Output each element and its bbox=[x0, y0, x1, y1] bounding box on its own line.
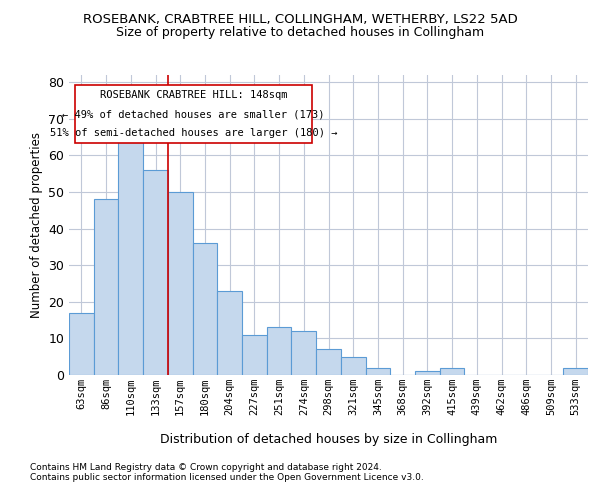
Bar bbox=[168, 192, 193, 375]
Bar bbox=[267, 328, 292, 375]
Bar bbox=[563, 368, 588, 375]
Y-axis label: Number of detached properties: Number of detached properties bbox=[29, 132, 43, 318]
Bar bbox=[193, 244, 217, 375]
Bar bbox=[94, 200, 118, 375]
Text: Contains public sector information licensed under the Open Government Licence v3: Contains public sector information licen… bbox=[30, 474, 424, 482]
Text: Distribution of detached houses by size in Collingham: Distribution of detached houses by size … bbox=[160, 432, 497, 446]
Text: ← 49% of detached houses are smaller (173): ← 49% of detached houses are smaller (17… bbox=[62, 109, 325, 119]
Bar bbox=[118, 126, 143, 375]
Bar bbox=[292, 331, 316, 375]
Bar bbox=[440, 368, 464, 375]
Bar bbox=[341, 356, 365, 375]
Text: 51% of semi-detached houses are larger (180) →: 51% of semi-detached houses are larger (… bbox=[50, 128, 337, 138]
Bar bbox=[316, 350, 341, 375]
Bar bbox=[415, 372, 440, 375]
Text: Size of property relative to detached houses in Collingham: Size of property relative to detached ho… bbox=[116, 26, 484, 39]
Bar bbox=[217, 291, 242, 375]
Text: ROSEBANK, CRABTREE HILL, COLLINGHAM, WETHERBY, LS22 5AD: ROSEBANK, CRABTREE HILL, COLLINGHAM, WET… bbox=[83, 12, 517, 26]
Bar bbox=[143, 170, 168, 375]
Text: ROSEBANK CRABTREE HILL: 148sqm: ROSEBANK CRABTREE HILL: 148sqm bbox=[100, 90, 287, 100]
Bar bbox=[69, 313, 94, 375]
Text: Contains HM Land Registry data © Crown copyright and database right 2024.: Contains HM Land Registry data © Crown c… bbox=[30, 462, 382, 471]
Bar bbox=[365, 368, 390, 375]
Bar bbox=[242, 335, 267, 375]
